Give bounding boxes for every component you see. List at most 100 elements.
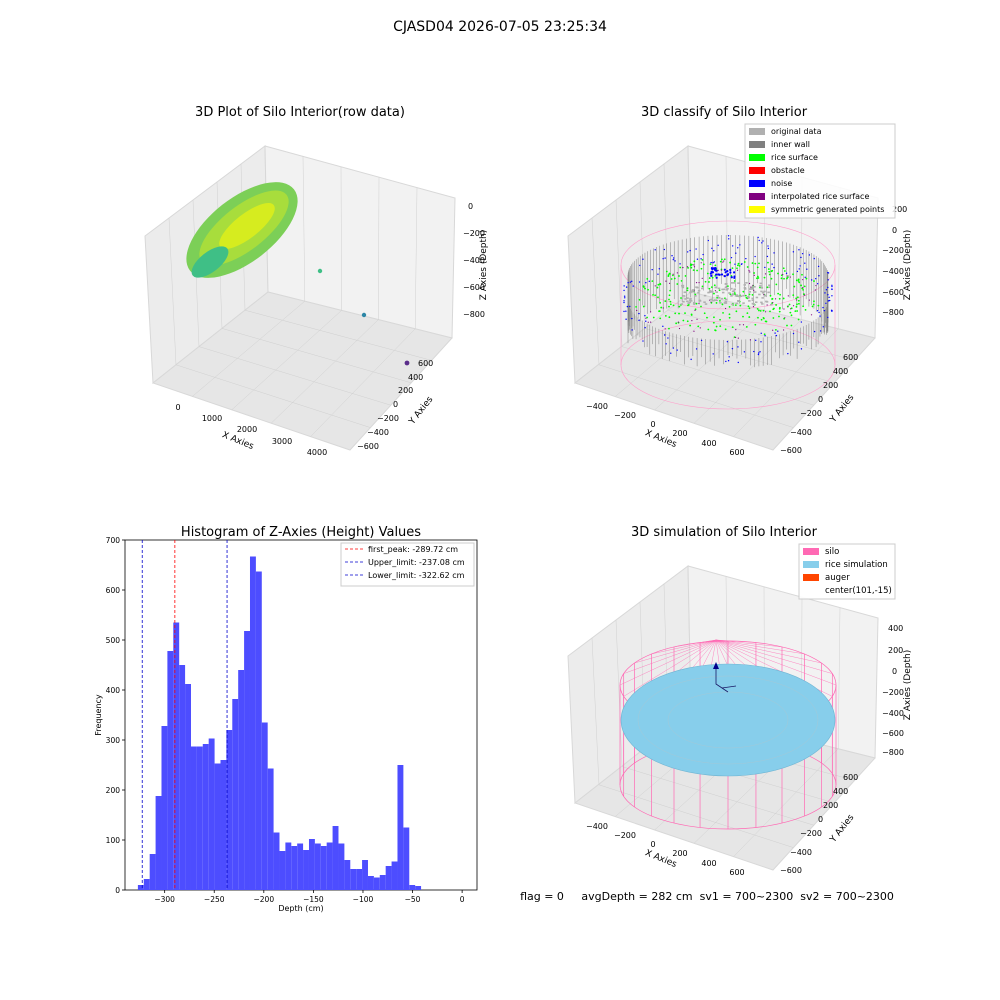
histogram-bar [273, 832, 280, 890]
rice-surface-point [686, 287, 689, 290]
rice-surface-point [764, 320, 767, 323]
panel-histogram: Histogram of Z-Axies (Height) Values −30… [94, 525, 478, 913]
z-tick-label: −800 [882, 748, 904, 757]
histogram-bar [314, 843, 321, 890]
noise-point [831, 295, 833, 297]
histogram-bar [403, 827, 410, 890]
original-data-point [759, 282, 763, 285]
original-data-point [687, 302, 690, 304]
rice-surface-point [678, 275, 680, 277]
rice-surface-point [768, 270, 771, 273]
noise-point [758, 239, 760, 242]
rice-surface-point [735, 310, 738, 313]
histogram-bar [249, 556, 256, 890]
original-data-point [745, 282, 748, 284]
interpolated-point [695, 282, 698, 284]
original-data-point [711, 299, 715, 302]
interpolated-point [748, 270, 750, 272]
noise-point [777, 330, 779, 332]
interpolated-point [784, 317, 786, 319]
noise-point [686, 251, 689, 253]
rice-surface-point [714, 329, 716, 332]
rice-surface-point [676, 283, 679, 285]
rice-surface-point [760, 318, 763, 321]
noise-point [745, 257, 747, 260]
rice-surface-point [796, 310, 799, 312]
rice-surface-point [797, 299, 800, 302]
noise-point [690, 358, 692, 361]
noise-point [709, 272, 712, 275]
panel2-legend: original data inner wall rice surface obsta… [744, 123, 896, 219]
interpolated-point [766, 304, 768, 306]
noise-point [673, 257, 675, 259]
original-data-point [754, 301, 758, 304]
noise-point [728, 356, 730, 358]
original-data-point [763, 294, 766, 297]
pane-gridline [694, 319, 802, 424]
rice-surface-point [729, 261, 731, 264]
rice-surface-point [712, 321, 715, 324]
noise-point [631, 329, 633, 331]
rice-surface-point [668, 316, 671, 319]
rice-surface-point [778, 315, 780, 318]
noise-point [822, 306, 824, 309]
noise-point [764, 335, 766, 337]
histogram-bar [303, 850, 309, 890]
z-tick-label: −600 [882, 288, 904, 297]
rice-surface-point [811, 305, 814, 308]
legend-swatch [749, 128, 765, 135]
rice-surface-point [803, 285, 806, 288]
histogram-bar [173, 622, 180, 890]
rice-surface-point [687, 267, 689, 269]
noise-point [808, 254, 811, 256]
rice-surface-point [748, 316, 751, 318]
rice-surface-point [693, 260, 696, 263]
rice-surface-point [739, 304, 742, 307]
noise-point [718, 273, 721, 276]
noise-point [735, 252, 737, 254]
noise-point [737, 346, 739, 348]
x-tick-label: 4000 [307, 448, 327, 457]
z-tick-label: 0 [892, 226, 897, 235]
original-data-point [733, 288, 736, 291]
interpolated-point [699, 327, 701, 329]
legend-swatch [749, 180, 765, 187]
rice-surface-point [722, 311, 724, 314]
rice-surface-point [668, 272, 671, 275]
z-tick-label: −200 [882, 688, 904, 697]
silo-roof-line [634, 639, 717, 664]
noise-point [676, 349, 678, 351]
pane-gridline [310, 328, 416, 437]
panel-classify-3d: 3D classify of Silo Interior −400 −200 0… [567, 105, 913, 457]
original-data-point [735, 294, 739, 296]
rice-surface-point [658, 310, 661, 312]
panel-raw-3d: 3D Plot of Silo Interior(row data) 0 100… [144, 105, 489, 457]
noise-point [759, 351, 761, 353]
rice-surface-point [763, 276, 766, 279]
interpolated-point [772, 301, 774, 304]
rice-surface-point [723, 258, 726, 261]
rice-surface-point [716, 296, 719, 299]
noise-point [630, 280, 633, 283]
raw-outlier-point [317, 268, 323, 274]
rice-surface-point [715, 302, 718, 304]
rice-surface-point [651, 280, 654, 283]
noise-point [743, 351, 746, 353]
original-data-point [760, 301, 763, 304]
silo-roof-line [715, 639, 756, 643]
original-data-point [682, 300, 685, 303]
z-tick-label: −400 [882, 709, 904, 718]
rice-surface-point [687, 304, 689, 307]
original-data-point [737, 295, 740, 297]
noise-point [728, 238, 730, 240]
noise-point [773, 266, 775, 269]
x-tick-label: −100 [353, 895, 374, 904]
z-tick-label: −200 [882, 246, 904, 255]
noise-point [800, 256, 802, 259]
noise-point [731, 347, 734, 350]
noise-point [804, 262, 806, 264]
rice-surface-point [792, 294, 795, 296]
original-data-point [749, 288, 753, 290]
x-tick-label: −400 [586, 822, 608, 831]
rice-surface-point [709, 263, 712, 266]
